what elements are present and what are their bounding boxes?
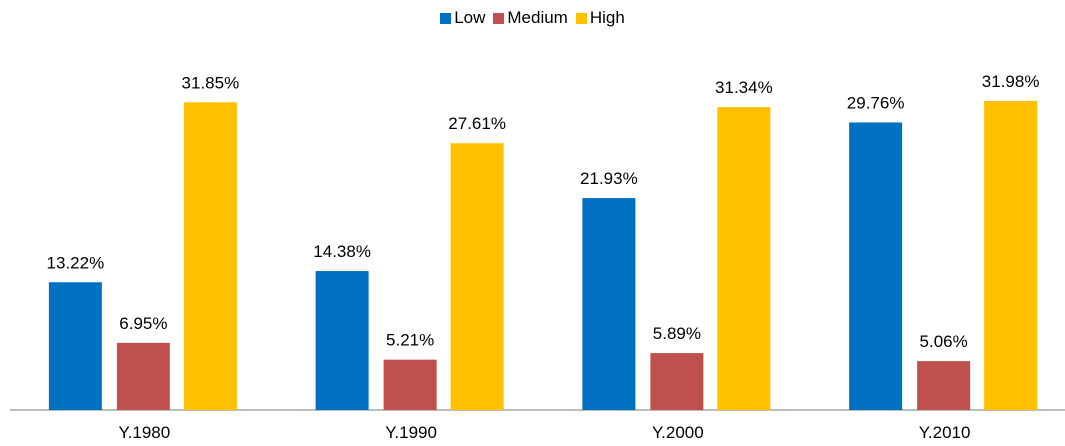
data-label: 31.98%: [982, 72, 1040, 91]
bar: [849, 122, 903, 410]
legend-swatch: [493, 12, 505, 24]
bar: [48, 282, 102, 410]
legend-swatch: [440, 12, 452, 24]
legend-item: Low: [440, 8, 485, 28]
bar: [650, 353, 704, 410]
legend-label: High: [589, 8, 625, 27]
bar: [717, 107, 771, 410]
legend-item: Medium: [493, 8, 568, 28]
bar: [383, 359, 437, 410]
data-label: 27.61%: [448, 114, 506, 133]
legend-label: Low: [454, 8, 486, 27]
data-label: 14.38%: [313, 242, 371, 261]
x-tick-label: Y.1990: [385, 423, 437, 442]
bar: [116, 342, 170, 410]
bar: [582, 198, 636, 410]
x-tick-label: Y.2010: [919, 423, 971, 442]
bar: [450, 143, 504, 411]
legend-item: High: [575, 8, 625, 28]
legend-swatch: [575, 12, 587, 24]
data-label: 31.34%: [715, 78, 773, 97]
data-label: 13.22%: [47, 253, 105, 272]
x-tick-label: Y.2000: [652, 423, 704, 442]
bar: [315, 271, 369, 410]
data-label: 5.89%: [653, 324, 701, 343]
x-tick-label: Y.1980: [119, 423, 171, 442]
legend-label: Medium: [507, 8, 568, 27]
bar: [917, 361, 971, 410]
data-label: 31.85%: [182, 73, 240, 92]
bar: [183, 102, 237, 410]
legend: Low Medium High: [0, 8, 1065, 28]
data-label: 29.76%: [847, 93, 905, 112]
data-label: 21.93%: [580, 169, 638, 188]
data-label: 6.95%: [119, 314, 167, 333]
data-label: 5.21%: [386, 331, 434, 350]
bar: [984, 101, 1038, 410]
data-label: 5.06%: [920, 332, 968, 351]
